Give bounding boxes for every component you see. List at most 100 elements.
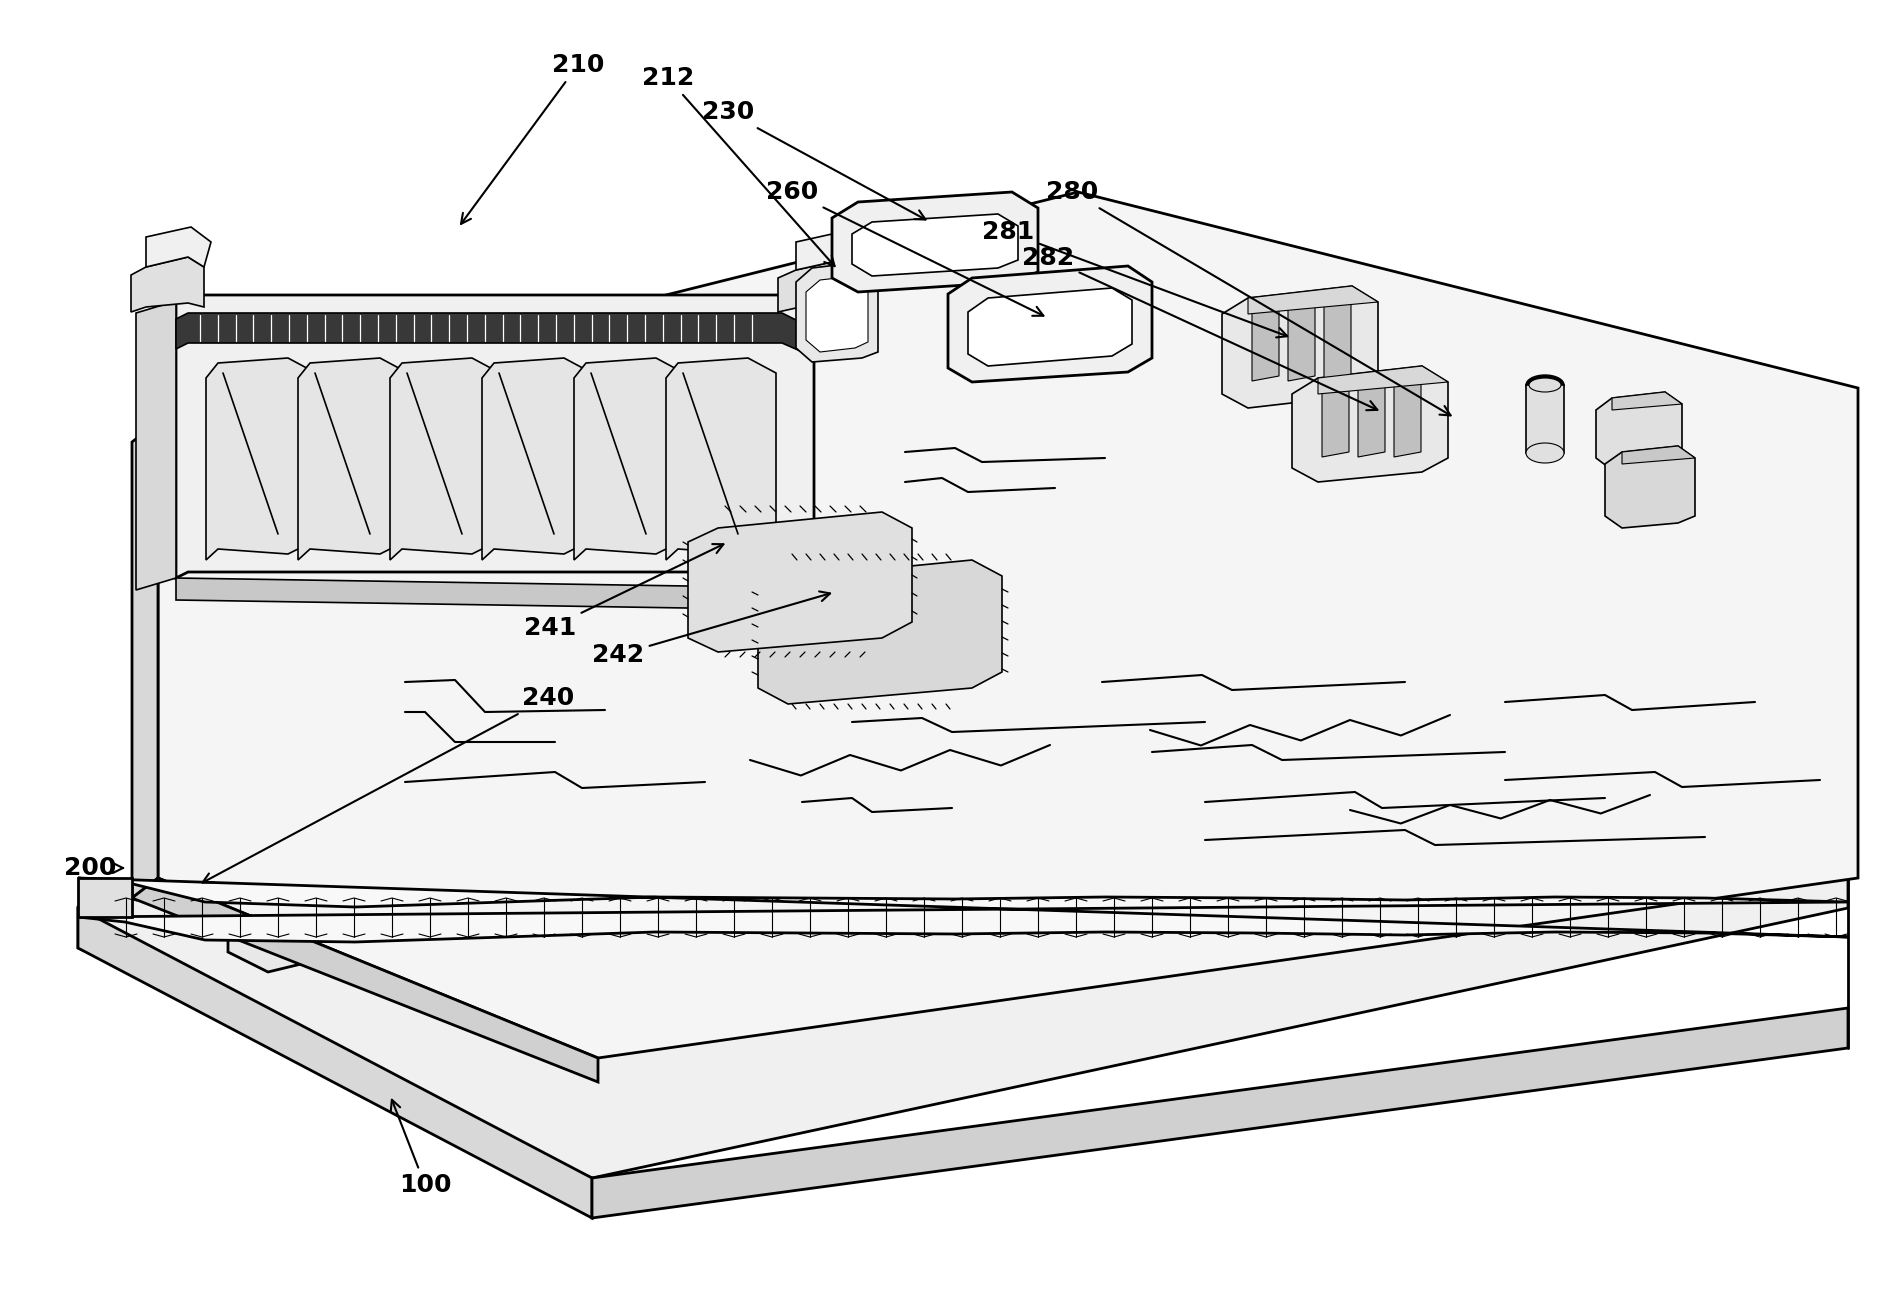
Circle shape [344, 930, 352, 937]
Polygon shape [206, 358, 316, 560]
Circle shape [753, 764, 761, 773]
Circle shape [352, 899, 359, 906]
Polygon shape [78, 638, 1848, 1178]
Circle shape [717, 835, 725, 844]
Ellipse shape [1527, 375, 1565, 395]
Circle shape [401, 822, 407, 830]
Circle shape [681, 764, 689, 773]
Ellipse shape [1527, 443, 1565, 463]
Circle shape [308, 843, 316, 850]
Circle shape [312, 826, 320, 834]
Circle shape [276, 855, 284, 861]
Circle shape [681, 800, 689, 808]
Circle shape [248, 851, 255, 857]
Polygon shape [948, 266, 1152, 382]
Polygon shape [132, 422, 159, 898]
Circle shape [460, 930, 467, 937]
Circle shape [377, 919, 384, 925]
Circle shape [329, 878, 335, 886]
Circle shape [753, 835, 761, 844]
Circle shape [236, 899, 244, 906]
Circle shape [441, 894, 448, 902]
Circle shape [753, 782, 761, 791]
Polygon shape [299, 358, 409, 560]
Circle shape [337, 847, 344, 853]
Circle shape [734, 800, 744, 808]
Circle shape [280, 839, 288, 846]
Circle shape [288, 807, 295, 813]
Polygon shape [1358, 378, 1385, 457]
Circle shape [460, 814, 467, 821]
Polygon shape [797, 232, 861, 272]
Text: 242: 242 [592, 592, 831, 667]
Polygon shape [159, 192, 1858, 1058]
Circle shape [288, 923, 295, 929]
Polygon shape [778, 261, 857, 311]
Circle shape [416, 874, 424, 882]
Circle shape [261, 803, 267, 809]
Circle shape [734, 782, 744, 791]
Polygon shape [689, 512, 912, 652]
Polygon shape [78, 878, 132, 917]
Circle shape [377, 803, 384, 809]
Polygon shape [78, 878, 1848, 942]
Circle shape [284, 822, 291, 830]
Polygon shape [1253, 298, 1279, 380]
Circle shape [717, 782, 725, 791]
Circle shape [265, 903, 271, 909]
Circle shape [384, 886, 392, 894]
Circle shape [477, 866, 484, 873]
Circle shape [437, 911, 443, 917]
Circle shape [305, 859, 312, 865]
Circle shape [244, 866, 252, 873]
Circle shape [369, 834, 375, 842]
Polygon shape [797, 262, 878, 362]
Circle shape [301, 874, 308, 882]
Circle shape [698, 782, 708, 791]
Circle shape [409, 907, 416, 913]
Polygon shape [1597, 392, 1682, 470]
Circle shape [293, 907, 299, 913]
Polygon shape [969, 288, 1131, 366]
Polygon shape [229, 692, 600, 972]
Circle shape [445, 878, 452, 886]
Polygon shape [1323, 378, 1349, 457]
Circle shape [717, 764, 725, 773]
Circle shape [388, 870, 395, 877]
Circle shape [698, 835, 708, 844]
Circle shape [448, 863, 456, 869]
Circle shape [420, 859, 428, 865]
Circle shape [405, 807, 411, 813]
Polygon shape [1621, 446, 1695, 464]
Circle shape [433, 926, 439, 933]
Circle shape [261, 919, 267, 925]
Circle shape [320, 795, 327, 801]
Polygon shape [1527, 384, 1565, 453]
Circle shape [341, 830, 348, 838]
Polygon shape [759, 560, 1003, 704]
Polygon shape [832, 192, 1039, 292]
Polygon shape [806, 276, 868, 352]
Polygon shape [390, 358, 499, 560]
Text: 260: 260 [766, 180, 1042, 315]
Circle shape [469, 899, 475, 906]
Text: 240: 240 [202, 685, 573, 882]
Polygon shape [1604, 446, 1695, 528]
Circle shape [272, 870, 280, 877]
Polygon shape [132, 878, 598, 1081]
Circle shape [356, 882, 363, 890]
Circle shape [365, 851, 371, 857]
Circle shape [293, 791, 299, 797]
Circle shape [484, 834, 492, 842]
Circle shape [325, 894, 331, 902]
Polygon shape [1292, 366, 1447, 482]
Circle shape [380, 903, 388, 909]
Circle shape [734, 835, 744, 844]
Text: 241: 241 [524, 545, 723, 640]
Polygon shape [666, 358, 776, 560]
Circle shape [698, 764, 708, 773]
Polygon shape [146, 227, 212, 267]
Circle shape [348, 799, 356, 805]
Text: 212: 212 [641, 66, 834, 266]
Circle shape [269, 886, 276, 894]
